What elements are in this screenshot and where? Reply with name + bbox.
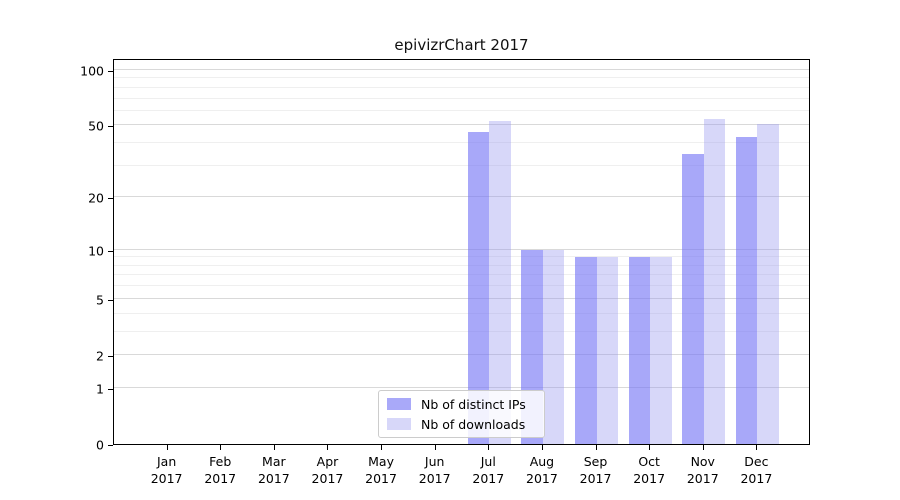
bar-downloads-aug [542,249,565,444]
plot-area [113,59,810,445]
minor-gridline [114,142,809,143]
major-gridline [114,386,809,388]
x-tick-label: Apr 2017 [311,454,344,486]
y-tick-label: 100 [80,63,104,79]
minor-gridline [114,109,809,111]
minor-gridline [114,312,809,314]
x-tick-mark [649,445,651,450]
x-tick-mark [702,445,704,450]
y-tick-label: 50 [88,118,104,134]
major-gridline [114,248,809,250]
x-tick-mark [166,445,168,450]
bar-ips-jul [467,131,490,444]
bar-downloads-jul [489,120,511,444]
x-tick-mark [434,445,436,450]
x-tick-label: May 2017 [365,454,397,486]
minor-gridline [114,274,809,276]
minor-gridline [114,285,809,287]
y-tick-mark [108,250,113,252]
x-tick-mark [273,445,275,450]
minor-gridline [114,164,809,166]
x-tick-mark [488,445,490,450]
minor-gridline [114,97,809,99]
legend-swatch-ips [387,398,411,410]
y-tick-mark [108,299,113,301]
y-tick-label: 1 [96,381,104,397]
major-gridline [114,124,809,126]
y-tick-mark [108,388,113,390]
y-tick-mark [108,70,113,72]
legend-swatch-downloads [387,418,411,430]
y-tick-mark [108,198,113,200]
minor-gridline [114,256,809,258]
y-tick-label: 0 [96,437,104,453]
x-tick-label: Feb 2017 [204,454,237,486]
minor-gridline [114,86,809,88]
x-tick-label: Aug 2017 [526,454,558,486]
y-tick-mark [108,355,113,357]
x-tick-label: Mar 2017 [257,454,290,486]
major-gridline [114,196,809,198]
major-gridline [114,68,809,70]
x-tick-mark [595,445,597,450]
y-tick-label: 20 [88,190,104,206]
major-gridline [114,353,809,355]
x-tick-mark [541,445,543,450]
x-tick-mark [327,445,329,450]
bar-downloads-nov [703,119,726,444]
x-tick-label: Nov 2017 [686,454,719,486]
minor-gridline [114,264,809,266]
y-tick-mark [108,445,113,446]
bar-ips-nov [682,153,704,444]
x-tick-label: Sep 2017 [579,454,612,486]
x-tick-mark [381,445,383,450]
bar-downloads-oct [650,257,672,444]
bar-ips-sep [575,257,597,444]
x-tick-mark [220,445,222,450]
legend-row: Nb of downloads [387,416,544,432]
x-tick-label: Jan 2017 [150,454,183,486]
chart-title: epivizrChart 2017 [394,36,529,54]
x-tick-label: Jun 2017 [418,454,451,486]
bar-ips-dec [735,137,758,444]
y-tick-label: 10 [88,243,104,259]
y-tick-label: 5 [96,292,104,308]
minor-gridline [114,77,809,79]
y-tick-mark [108,126,113,128]
y-tick-label: 2 [96,348,104,364]
major-gridline [114,297,809,299]
bar-downloads-dec [757,123,779,444]
legend-label: Nb of downloads [421,416,526,432]
x-tick-label: Dec 2017 [740,454,773,486]
legend-label: Nb of distinct IPs [421,396,526,412]
legend-row: Nb of distinct IPs [387,396,544,412]
bar-downloads-sep [596,257,619,444]
x-tick-mark [756,445,758,450]
bar-ips-oct [628,257,651,444]
minor-gridline [114,330,809,332]
x-tick-label: Jul 2017 [472,454,505,486]
legend: Nb of distinct IPs Nb of downloads [378,390,545,438]
x-tick-label: Oct 2017 [633,454,666,486]
